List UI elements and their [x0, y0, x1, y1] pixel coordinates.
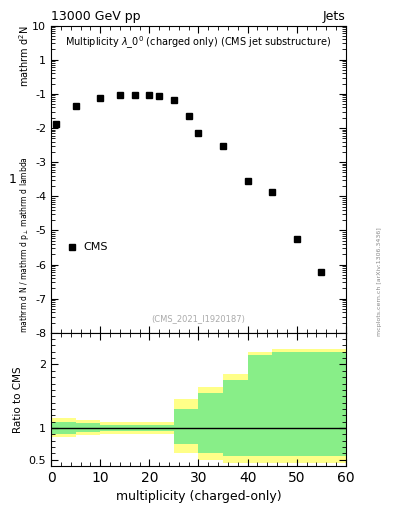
Y-axis label: Ratio to CMS: Ratio to CMS: [13, 366, 23, 433]
Text: 1: 1: [9, 173, 17, 186]
Text: mathrm d$^2$N: mathrm d$^2$N: [18, 26, 31, 87]
Text: 13000 GeV pp: 13000 GeV pp: [51, 10, 141, 23]
Text: (CMS_2021_I1920187): (CMS_2021_I1920187): [152, 314, 245, 324]
X-axis label: multiplicity (charged-only): multiplicity (charged-only): [116, 490, 281, 503]
Text: mcplots.cern.ch [arXiv:1306.3436]: mcplots.cern.ch [arXiv:1306.3436]: [377, 227, 382, 336]
Text: Jets: Jets: [323, 10, 346, 23]
Text: mathrm d N / mathrm d p$_\perp$ mathrm d lambda: mathrm d N / mathrm d p$_\perp$ mathrm d…: [18, 156, 31, 333]
Text: CMS: CMS: [84, 242, 108, 252]
Text: Multiplicity $\lambda\_0^0$ (charged only) (CMS jet substructure): Multiplicity $\lambda\_0^0$ (charged onl…: [66, 35, 331, 51]
